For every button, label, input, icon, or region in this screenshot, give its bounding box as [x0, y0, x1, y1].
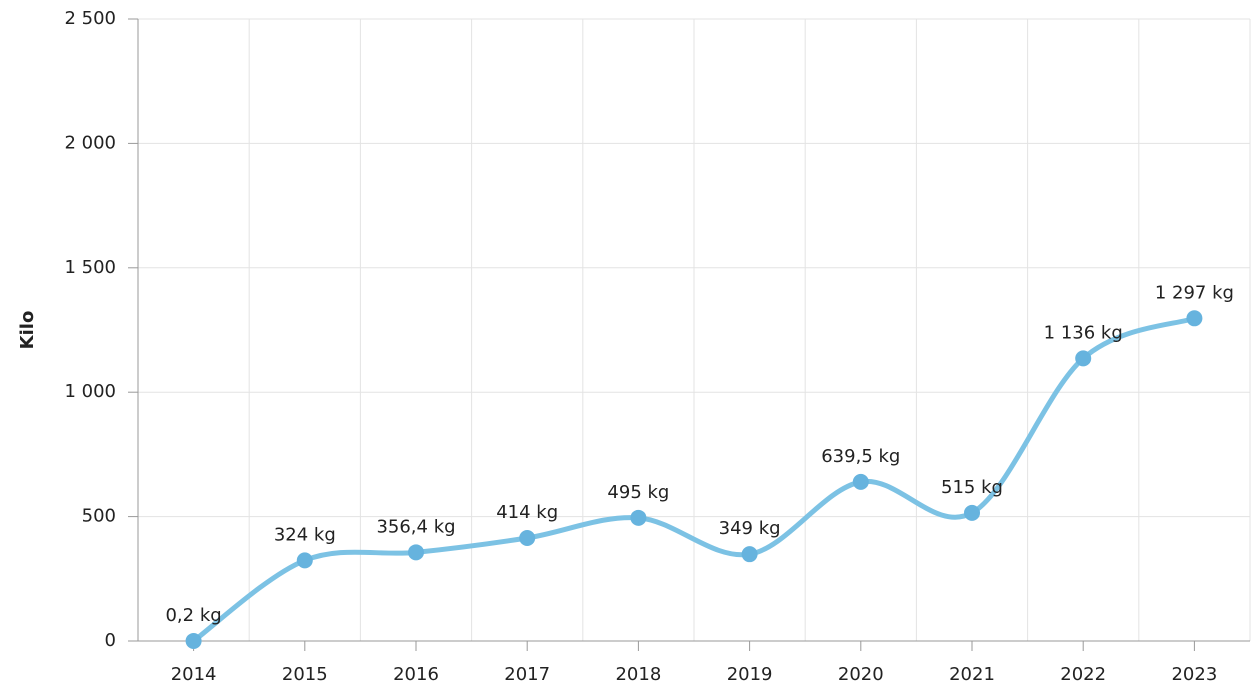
- data-label: 356,4 kg: [376, 516, 455, 537]
- data-label: 0,2 kg: [165, 605, 221, 626]
- data-label: 515 kg: [941, 477, 1003, 498]
- x-tick-label: 2017: [504, 664, 550, 685]
- x-tick-label: 2021: [949, 664, 995, 685]
- data-label: 639,5 kg: [821, 446, 900, 467]
- marker: [1186, 310, 1203, 327]
- x-tick-label: 2014: [171, 664, 217, 685]
- marker: [1075, 350, 1092, 367]
- marker: [519, 529, 536, 546]
- marker: [185, 632, 202, 649]
- marker: [296, 552, 313, 569]
- x-tick-label: 2018: [615, 664, 661, 685]
- marker: [852, 473, 869, 490]
- y-tick-label: 1 000: [64, 381, 116, 402]
- x-tick-label: 2019: [727, 664, 773, 685]
- y-tick-label: 0: [105, 630, 116, 651]
- y-tick-label: 2 500: [64, 8, 116, 29]
- marker: [741, 546, 758, 563]
- y-tick-label: 2 000: [64, 132, 116, 153]
- data-label: 1 297 kg: [1155, 282, 1234, 303]
- data-label: 1 136 kg: [1044, 322, 1123, 343]
- x-tick-label: 2022: [1060, 664, 1106, 685]
- x-tick-label: 2016: [393, 664, 439, 685]
- data-label: 324 kg: [274, 524, 336, 545]
- marker: [408, 544, 424, 561]
- x-tick-label: 2023: [1171, 664, 1217, 685]
- x-tick-label: 2015: [282, 664, 328, 685]
- y-tick-label: 500: [82, 506, 116, 527]
- data-label: 495 kg: [607, 482, 669, 503]
- marker: [964, 504, 980, 521]
- y-axis-title: Kilo: [17, 311, 38, 350]
- y-tick-label: 1 500: [64, 257, 116, 278]
- marker: [630, 509, 647, 526]
- data-label: 349 kg: [719, 518, 781, 539]
- line: [191, 315, 1197, 644]
- data-label: 414 kg: [496, 502, 558, 523]
- x-tick-label: 2020: [838, 664, 884, 685]
